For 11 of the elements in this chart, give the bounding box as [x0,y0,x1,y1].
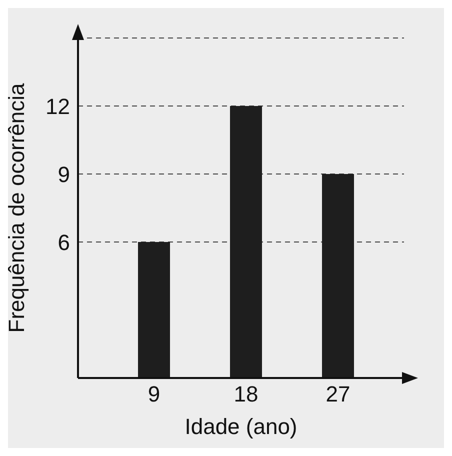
y-tick-label: 12 [46,94,70,119]
x-axis-title: Idade (ano) [184,414,298,439]
x-tick-label: 27 [326,382,350,407]
x-tick-label: 9 [148,382,160,407]
x-tick-label: 18 [234,382,258,407]
y-tick-label: 6 [58,230,70,255]
y-axis-title: Frequência de ocorrência [4,82,29,333]
y-tick-label: 9 [58,162,70,187]
bar [138,242,170,378]
bar [322,174,354,378]
bar [230,106,262,378]
